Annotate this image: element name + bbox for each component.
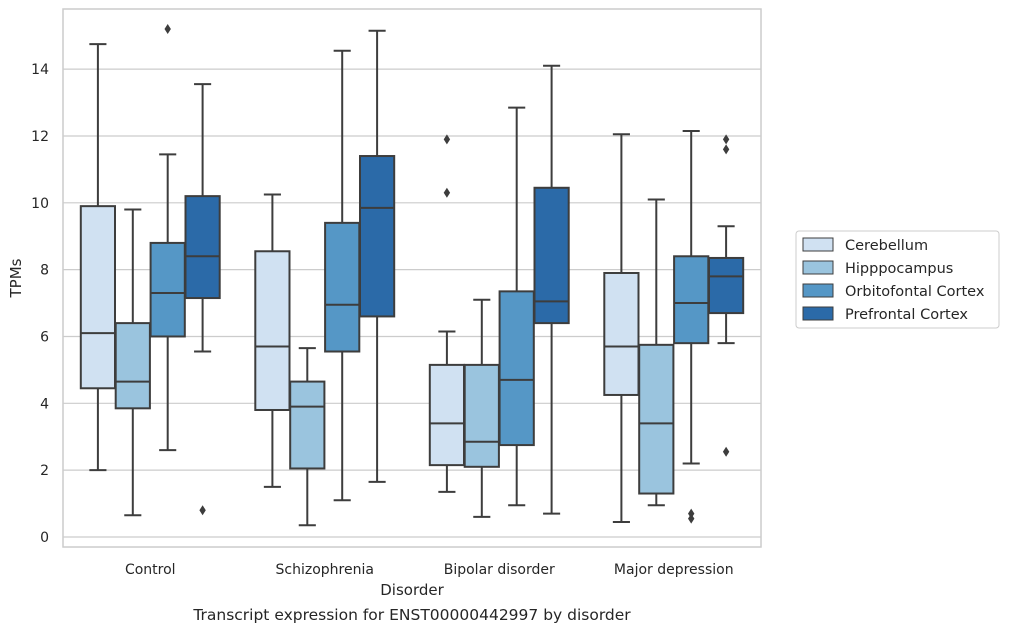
box-2-3 bbox=[533, 64, 570, 515]
box-2-0 bbox=[428, 134, 466, 493]
box-0-0 bbox=[79, 43, 117, 472]
legend-swatch bbox=[802, 283, 834, 298]
box-0-2 bbox=[149, 24, 186, 452]
outlier-point bbox=[688, 508, 695, 519]
legend-swatch bbox=[802, 306, 834, 321]
x-tick-label: Control bbox=[125, 562, 176, 578]
box-3-3 bbox=[707, 134, 745, 457]
box-1-1 bbox=[289, 347, 326, 527]
box-body bbox=[324, 221, 361, 353]
box-layer bbox=[79, 24, 745, 527]
box-body bbox=[289, 380, 326, 470]
box-body bbox=[358, 155, 396, 318]
outlier-point bbox=[443, 134, 451, 145]
legend: Cerebellum Hipppocampus Orbitofontal Corte… bbox=[795, 230, 1000, 329]
outlier-point bbox=[199, 505, 206, 516]
box-body bbox=[533, 186, 570, 325]
box-body bbox=[254, 250, 291, 411]
outlier-point bbox=[164, 24, 171, 35]
x-tick-label: Schizophrenia bbox=[276, 562, 374, 578]
box-3-0 bbox=[603, 133, 640, 523]
x-axis-ticks: Control Schizophrenia Bipolar disorder Majo… bbox=[125, 562, 734, 578]
y-axis-label: TPMs bbox=[7, 258, 25, 298]
box-3-2 bbox=[673, 129, 710, 524]
outlier-point bbox=[688, 513, 695, 524]
y-tick-label: 0 bbox=[40, 530, 49, 546]
y-tick-label: 4 bbox=[40, 396, 49, 412]
box-2-2 bbox=[498, 106, 535, 507]
box-1-2 bbox=[324, 49, 361, 502]
legend-label: Prefrontal Cortex bbox=[845, 307, 968, 323]
chart-caption: Transcript expression for ENST0000044299… bbox=[193, 606, 631, 624]
box-2-1 bbox=[463, 298, 500, 518]
box-body bbox=[184, 195, 221, 300]
box-body bbox=[114, 322, 151, 410]
y-axis-ticks: 0 2 4 6 8 10 12 14 bbox=[31, 62, 49, 546]
legend-swatch bbox=[802, 260, 834, 275]
box-body bbox=[498, 290, 535, 447]
legend-frame bbox=[795, 230, 1000, 329]
box-body bbox=[149, 241, 186, 338]
box-1-3 bbox=[358, 29, 396, 483]
box-body bbox=[707, 256, 745, 315]
box-0-3 bbox=[184, 83, 221, 516]
y-tick-label: 6 bbox=[40, 329, 49, 345]
y-tick-label: 2 bbox=[40, 463, 49, 479]
box-body bbox=[463, 363, 500, 468]
box-body bbox=[79, 205, 117, 390]
legend-label: Hipppocampus bbox=[845, 261, 953, 277]
box-body bbox=[673, 255, 710, 345]
outlier-point bbox=[722, 446, 730, 457]
y-tick-label: 14 bbox=[31, 62, 49, 78]
legend-swatch bbox=[802, 237, 834, 252]
x-tick-label: Major depression bbox=[614, 562, 734, 578]
box-1-0 bbox=[254, 193, 291, 488]
outlier-point bbox=[722, 134, 730, 145]
y-tick-label: 8 bbox=[40, 263, 49, 279]
box-0-1 bbox=[114, 208, 151, 517]
x-tick-label: Bipolar disorder bbox=[444, 562, 555, 578]
box-body bbox=[603, 271, 640, 396]
box-3-1 bbox=[638, 198, 675, 507]
x-axis-label: Disorder bbox=[380, 581, 444, 599]
outlier-point bbox=[722, 144, 730, 155]
y-tick-label: 12 bbox=[31, 129, 49, 145]
plot-frame bbox=[62, 8, 762, 548]
legend-label: Orbitofontal Cortex bbox=[845, 284, 985, 300]
outlier-point bbox=[443, 187, 451, 198]
y-tick-label: 10 bbox=[31, 196, 49, 212]
box-body bbox=[428, 363, 466, 467]
legend-label: Cerebellum bbox=[845, 238, 928, 254]
box-body bbox=[638, 343, 675, 495]
